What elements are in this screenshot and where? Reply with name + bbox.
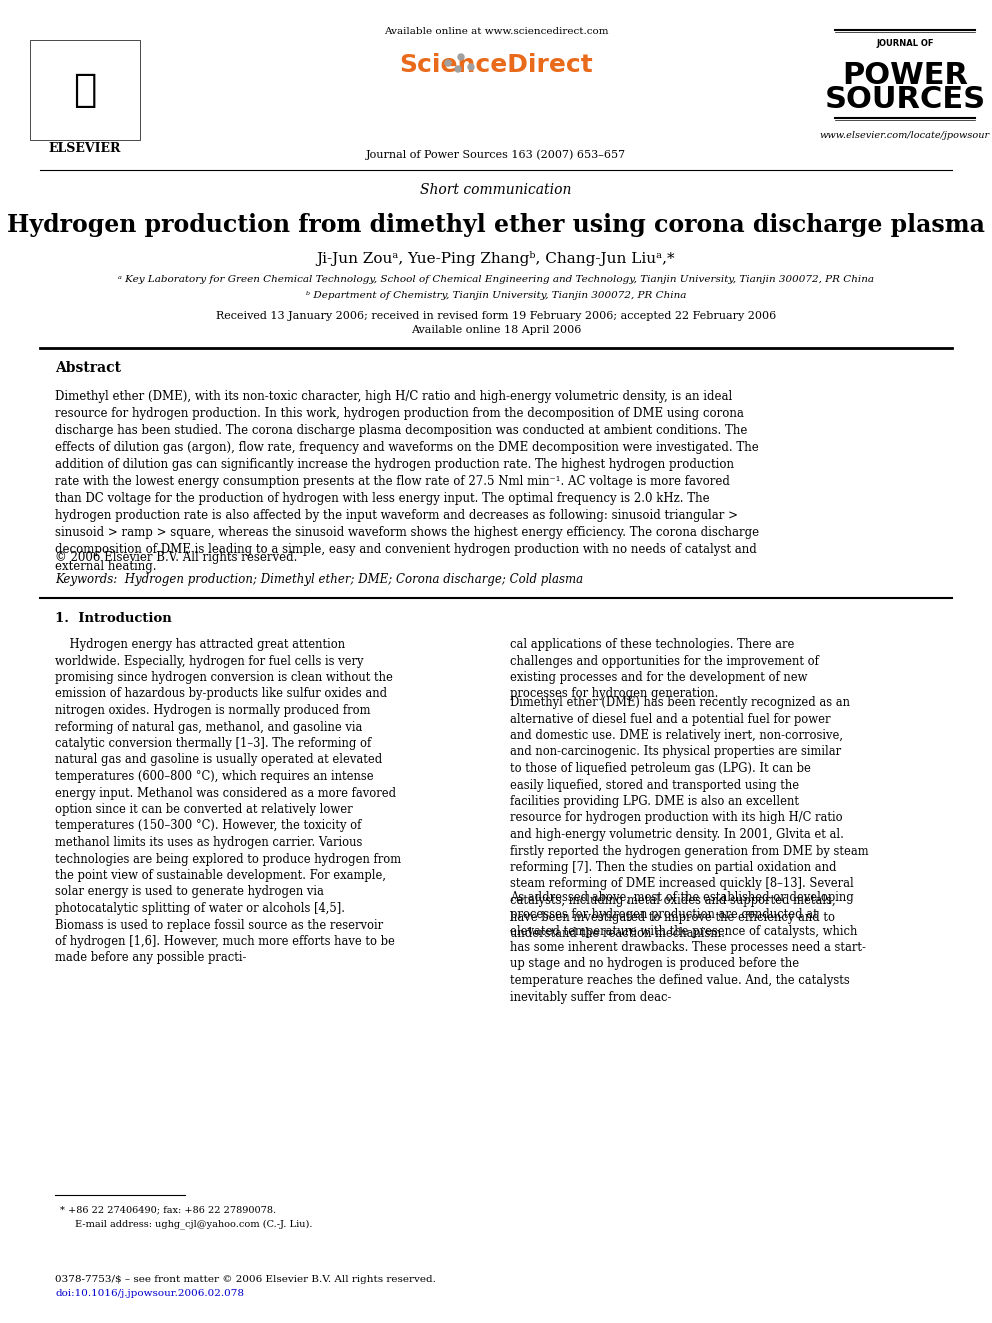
Text: Dimethyl ether (DME) has been recently recognized as an
alternative of diesel fu: Dimethyl ether (DME) has been recently r…	[510, 696, 869, 941]
Text: Hydrogen production from dimethyl ether using corona discharge plasma: Hydrogen production from dimethyl ether …	[7, 213, 985, 237]
Text: JOURNAL OF: JOURNAL OF	[876, 38, 933, 48]
Text: * +86 22 27406490; fax: +86 22 27890078.: * +86 22 27406490; fax: +86 22 27890078.	[60, 1205, 276, 1215]
Text: © 2006 Elsevier B.V. All rights reserved.: © 2006 Elsevier B.V. All rights reserved…	[55, 552, 298, 565]
Text: doi:10.1016/j.jpowsour.2006.02.078: doi:10.1016/j.jpowsour.2006.02.078	[55, 1290, 244, 1298]
Text: ᵇ Department of Chemistry, Tianjin University, Tianjin 300072, PR China: ᵇ Department of Chemistry, Tianjin Unive…	[306, 291, 686, 300]
Text: 1.  Introduction: 1. Introduction	[55, 611, 172, 624]
Text: ScienceDirect: ScienceDirect	[399, 53, 593, 77]
Text: Dimethyl ether (DME), with its non-toxic character, high H/C ratio and high-ener: Dimethyl ether (DME), with its non-toxic…	[55, 390, 759, 573]
Circle shape	[458, 54, 464, 60]
Text: www.elsevier.com/locate/jpowsour: www.elsevier.com/locate/jpowsour	[820, 131, 990, 139]
Text: E-mail address: ughg_cjl@yahoo.com (C.-J. Liu).: E-mail address: ughg_cjl@yahoo.com (C.-J…	[75, 1218, 312, 1229]
Bar	[30, 40, 140, 140]
Text: Received 13 January 2006; received in revised form 19 February 2006; accepted 22: Received 13 January 2006; received in re…	[216, 311, 776, 321]
Circle shape	[455, 66, 461, 71]
Text: As addressed above, most of the established or developing
processes for hydrogen: As addressed above, most of the establis…	[510, 892, 866, 1004]
Text: Available online 18 April 2006: Available online 18 April 2006	[411, 325, 581, 335]
Text: 0378-7753/$ – see front matter © 2006 Elsevier B.V. All rights reserved.: 0378-7753/$ – see front matter © 2006 El…	[55, 1275, 435, 1285]
Text: Abstract: Abstract	[55, 361, 121, 374]
Text: ELSEVIER: ELSEVIER	[49, 142, 121, 155]
Circle shape	[468, 64, 474, 70]
Text: Hydrogen energy has attracted great attention
worldwide. Especially, hydrogen fo: Hydrogen energy has attracted great atte…	[55, 638, 401, 964]
Text: 🌳: 🌳	[73, 71, 96, 108]
Text: SOURCES: SOURCES	[824, 86, 986, 115]
Text: Available online at www.sciencedirect.com: Available online at www.sciencedirect.co…	[384, 28, 608, 37]
Text: POWER: POWER	[842, 61, 968, 90]
Circle shape	[445, 60, 451, 66]
Text: Keywords:  Hydrogen production; Dimethyl ether; DME; Corona discharge; Cold plas: Keywords: Hydrogen production; Dimethyl …	[55, 573, 583, 586]
Text: ᵃ Key Laboratory for Green Chemical Technology, School of Chemical Engineering a: ᵃ Key Laboratory for Green Chemical Tech…	[118, 275, 874, 284]
Text: Ji-Jun Zouᵃ, Yue-Ping Zhangᵇ, Chang-Jun Liuᵃ,*: Ji-Jun Zouᵃ, Yue-Ping Zhangᵇ, Chang-Jun …	[316, 250, 676, 266]
Text: cal applications of these technologies. There are
challenges and opportunities f: cal applications of these technologies. …	[510, 638, 818, 700]
Text: Journal of Power Sources 163 (2007) 653–657: Journal of Power Sources 163 (2007) 653–…	[366, 149, 626, 160]
Text: Short communication: Short communication	[421, 183, 571, 197]
